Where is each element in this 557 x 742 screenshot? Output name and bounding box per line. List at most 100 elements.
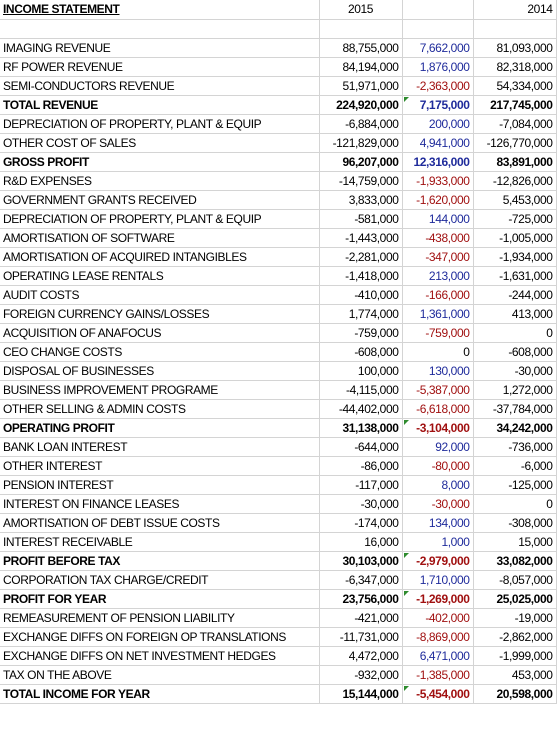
row-label-cell[interactable]: AUDIT COSTS xyxy=(0,285,320,305)
row-label-cell[interactable]: OPERATING LEASE RENTALS xyxy=(0,266,320,286)
difference-cell[interactable]: 1,000 xyxy=(402,532,474,552)
difference-cell[interactable]: 1,876,000 xyxy=(402,57,474,77)
value-2015-cell[interactable]: -6,347,000 xyxy=(319,570,403,590)
difference-cell[interactable]: -2,979,000 xyxy=(402,551,474,571)
value-2015-cell[interactable]: -2,281,000 xyxy=(319,247,403,267)
value-2015-cell[interactable]: -44,402,000 xyxy=(319,399,403,419)
value-2015-cell[interactable]: 16,000 xyxy=(319,532,403,552)
difference-cell[interactable]: 92,000 xyxy=(402,437,474,457)
value-2014-cell[interactable]: -725,000 xyxy=(473,209,557,229)
value-2015-cell[interactable]: 1,774,000 xyxy=(319,304,403,324)
value-2014-cell[interactable]: 81,093,000 xyxy=(473,38,557,58)
value-2015-cell[interactable]: -14,759,000 xyxy=(319,171,403,191)
value-2015-cell[interactable]: 51,971,000 xyxy=(319,76,403,96)
value-2015-cell[interactable]: -6,884,000 xyxy=(319,114,403,134)
value-2015-cell[interactable]: -1,443,000 xyxy=(319,228,403,248)
value-2014-cell[interactable]: -126,770,000 xyxy=(473,133,557,153)
value-2014-cell[interactable]: -1,631,000 xyxy=(473,266,557,286)
value-2014-cell[interactable]: -12,826,000 xyxy=(473,171,557,191)
row-label-cell[interactable]: BANK LOAN INTEREST xyxy=(0,437,320,457)
row-label-cell[interactable]: INTEREST RECEIVABLE xyxy=(0,532,320,552)
value-2015-cell[interactable]: -608,000 xyxy=(319,342,403,362)
row-label-cell[interactable]: INTEREST ON FINANCE LEASES xyxy=(0,494,320,514)
row-label-cell[interactable]: AMORTISATION OF ACQUIRED INTANGIBLES xyxy=(0,247,320,267)
value-2015-cell[interactable]: -11,731,000 xyxy=(319,627,403,647)
row-label-cell[interactable]: GOVERNMENT GRANTS RECEIVED xyxy=(0,190,320,210)
value-2014-cell[interactable]: -2,862,000 xyxy=(473,627,557,647)
difference-cell[interactable]: -402,000 xyxy=(402,608,474,628)
value-2014-cell[interactable]: 453,000 xyxy=(473,665,557,685)
row-label-cell[interactable]: PROFIT FOR YEAR xyxy=(0,589,320,609)
difference-cell[interactable] xyxy=(402,19,474,39)
difference-cell[interactable]: 1,361,000 xyxy=(402,304,474,324)
column-header-2015[interactable]: 2015 xyxy=(319,0,403,20)
value-2014-cell[interactable]: 25,025,000 xyxy=(473,589,557,609)
value-2014-cell[interactable]: 413,000 xyxy=(473,304,557,324)
difference-cell[interactable]: -1,269,000 xyxy=(402,589,474,609)
value-2014-cell[interactable]: 33,082,000 xyxy=(473,551,557,571)
row-label-cell[interactable]: BUSINESS IMPROVEMENT PROGRAME xyxy=(0,380,320,400)
sheet-title[interactable]: INCOME STATEMENT xyxy=(0,0,320,20)
value-2015-cell[interactable]: 84,194,000 xyxy=(319,57,403,77)
value-2014-cell[interactable]: -30,000 xyxy=(473,361,557,381)
value-2015-cell[interactable]: -121,829,000 xyxy=(319,133,403,153)
difference-cell[interactable]: -5,387,000 xyxy=(402,380,474,400)
row-label-cell[interactable]: OTHER COST OF SALES xyxy=(0,133,320,153)
difference-cell[interactable]: 7,175,000 xyxy=(402,95,474,115)
row-label-cell[interactable]: PENSION INTEREST xyxy=(0,475,320,495)
value-2014-cell[interactable]: -8,057,000 xyxy=(473,570,557,590)
difference-cell[interactable]: 1,710,000 xyxy=(402,570,474,590)
row-label-cell[interactable]: DEPRECIATION OF PROPERTY, PLANT & EQUIP xyxy=(0,114,320,134)
difference-cell[interactable]: -8,869,000 xyxy=(402,627,474,647)
difference-cell[interactable]: 200,000 xyxy=(402,114,474,134)
difference-cell[interactable]: -1,620,000 xyxy=(402,190,474,210)
value-2014-cell[interactable]: 15,000 xyxy=(473,532,557,552)
value-2014-cell[interactable]: 0 xyxy=(473,323,557,343)
value-2014-cell[interactable] xyxy=(473,19,557,39)
row-label-cell[interactable] xyxy=(0,19,320,39)
row-label-cell[interactable]: AMORTISATION OF SOFTWARE xyxy=(0,228,320,248)
value-2015-cell[interactable]: -644,000 xyxy=(319,437,403,457)
value-2014-cell[interactable]: -37,784,000 xyxy=(473,399,557,419)
value-2015-cell[interactable]: -410,000 xyxy=(319,285,403,305)
value-2014-cell[interactable]: 20,598,000 xyxy=(473,684,557,704)
value-2014-cell[interactable]: -19,000 xyxy=(473,608,557,628)
value-2015-cell[interactable]: 88,755,000 xyxy=(319,38,403,58)
row-label-cell[interactable]: FOREIGN CURRENCY GAINS/LOSSES xyxy=(0,304,320,324)
difference-cell[interactable]: 12,316,000 xyxy=(402,152,474,172)
row-label-cell[interactable]: TOTAL INCOME FOR YEAR xyxy=(0,684,320,704)
value-2015-cell[interactable]: 3,833,000 xyxy=(319,190,403,210)
value-2015-cell[interactable]: 96,207,000 xyxy=(319,152,403,172)
value-2014-cell[interactable]: -1,934,000 xyxy=(473,247,557,267)
row-label-cell[interactable]: DISPOSAL OF BUSINESSES xyxy=(0,361,320,381)
row-label-cell[interactable]: ACQUISITION OF ANAFOCUS xyxy=(0,323,320,343)
row-label-cell[interactable]: SEMI-CONDUCTORS REVENUE xyxy=(0,76,320,96)
row-label-cell[interactable]: AMORTISATION OF DEBT ISSUE COSTS xyxy=(0,513,320,533)
difference-cell[interactable]: -80,000 xyxy=(402,456,474,476)
value-2014-cell[interactable]: 5,453,000 xyxy=(473,190,557,210)
difference-cell[interactable]: 0 xyxy=(402,342,474,362)
value-2014-cell[interactable]: -7,084,000 xyxy=(473,114,557,134)
value-2015-cell[interactable]: -4,115,000 xyxy=(319,380,403,400)
value-2014-cell[interactable]: -736,000 xyxy=(473,437,557,457)
value-2014-cell[interactable]: -244,000 xyxy=(473,285,557,305)
column-header-difference[interactable] xyxy=(402,0,474,20)
difference-cell[interactable]: -1,385,000 xyxy=(402,665,474,685)
difference-cell[interactable]: -347,000 xyxy=(402,247,474,267)
value-2015-cell[interactable]: 224,920,000 xyxy=(319,95,403,115)
difference-cell[interactable]: 144,000 xyxy=(402,209,474,229)
column-header-2014[interactable]: 2014 xyxy=(473,0,557,20)
value-2014-cell[interactable]: -1,005,000 xyxy=(473,228,557,248)
difference-cell[interactable]: -30,000 xyxy=(402,494,474,514)
value-2014-cell[interactable]: -6,000 xyxy=(473,456,557,476)
row-label-cell[interactable]: R&D EXPENSES xyxy=(0,171,320,191)
value-2015-cell[interactable]: 23,756,000 xyxy=(319,589,403,609)
row-label-cell[interactable]: PROFIT BEFORE TAX xyxy=(0,551,320,571)
value-2015-cell[interactable]: -86,000 xyxy=(319,456,403,476)
difference-cell[interactable]: 134,000 xyxy=(402,513,474,533)
difference-cell[interactable]: -166,000 xyxy=(402,285,474,305)
difference-cell[interactable]: -3,104,000 xyxy=(402,418,474,438)
value-2015-cell[interactable]: -117,000 xyxy=(319,475,403,495)
row-label-cell[interactable]: GROSS PROFIT xyxy=(0,152,320,172)
value-2014-cell[interactable]: -308,000 xyxy=(473,513,557,533)
